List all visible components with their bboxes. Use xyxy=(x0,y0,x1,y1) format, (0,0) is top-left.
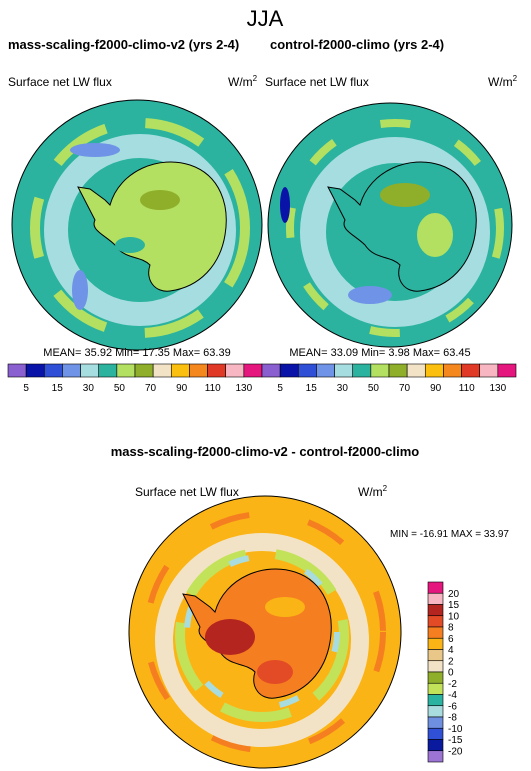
colorbar-label: 110 xyxy=(205,383,221,394)
colorbar-label: 30 xyxy=(83,383,95,394)
panel-title: mass-scaling-f2000-climo-v2 (yrs 2-4) xyxy=(8,37,239,52)
colorbar-label: 0 xyxy=(448,668,454,679)
colorbar-label: 20 xyxy=(448,589,460,600)
colorbar-box xyxy=(80,363,100,378)
colorbar-label: 50 xyxy=(114,383,126,394)
colorbars: 5 15 30 50 70 90 110 130 5 15 30 50 70 90 110 130201510… xyxy=(7,363,517,763)
stats: MEAN= 33.09 Min= 3.98 Max= 63.45 xyxy=(289,347,470,359)
colorbar-box xyxy=(424,363,444,378)
map xyxy=(129,496,401,768)
colorbar-box xyxy=(98,363,118,378)
map-outline xyxy=(11,99,263,351)
units-label: W/m2 xyxy=(228,74,258,89)
colorbar-box xyxy=(479,363,499,378)
colorbar-box xyxy=(427,637,444,650)
colorbar-box xyxy=(189,363,208,378)
colorbar-label: 70 xyxy=(399,383,411,394)
colorbar-box xyxy=(427,750,444,763)
difference-title: mass-scaling-f2000-climo-v2 - control-f2… xyxy=(111,444,420,459)
colorbar-label: -20 xyxy=(448,746,463,757)
colorbar-label: 90 xyxy=(430,383,442,394)
panel-title: control-f2000-climo (yrs 2-4) xyxy=(270,37,444,52)
colorbar-box xyxy=(427,682,444,695)
colorbar-box xyxy=(388,363,408,378)
variable-label: Surface net LW flux xyxy=(265,75,369,89)
colorbar-box xyxy=(406,363,426,378)
stats: MEAN= 35.92 Min= 17.35 Max= 63.39 xyxy=(43,347,230,359)
colorbar-label: -6 xyxy=(448,701,457,712)
colorbar-label: 50 xyxy=(368,383,380,394)
colorbar-box xyxy=(427,660,444,673)
colorbar-box xyxy=(427,604,444,617)
colorbar-label: 30 xyxy=(337,383,349,394)
colorbar-label: 10 xyxy=(448,611,460,622)
colorbar-box xyxy=(152,363,172,378)
map-outline xyxy=(128,495,402,769)
colorbar-box xyxy=(297,363,317,378)
colorbar-box xyxy=(316,363,335,378)
colorbar-label: 4 xyxy=(448,645,454,656)
colorbar-box xyxy=(170,363,190,378)
main-title: JJA xyxy=(247,6,284,31)
colorbar-box xyxy=(427,694,444,707)
colorbar-box xyxy=(427,671,444,684)
colorbar-box xyxy=(25,363,45,378)
colorbar-box xyxy=(62,363,81,378)
colorbar-box xyxy=(497,363,517,378)
variable-label: Surface net LW flux xyxy=(135,485,239,499)
colorbar-box xyxy=(43,363,63,378)
colorbar-box xyxy=(427,581,444,594)
colorbar-label: 6 xyxy=(448,634,454,645)
colorbar-box xyxy=(225,363,245,378)
colorbar-label: -8 xyxy=(448,713,457,724)
colorbar-label: 110 xyxy=(459,383,475,394)
colorbar-box xyxy=(116,363,136,378)
colorbar-box xyxy=(243,363,263,378)
map-outline xyxy=(267,102,513,348)
colorbar-label: 15 xyxy=(52,383,64,394)
map xyxy=(268,103,512,347)
colorbar-label: 5 xyxy=(23,383,29,394)
colorbar-box xyxy=(134,363,154,378)
colorbar-box xyxy=(207,363,227,378)
colorbar-label: 130 xyxy=(236,383,253,394)
colorbar-box xyxy=(427,716,444,729)
colorbar-box xyxy=(427,592,444,605)
colorbar-label: 2 xyxy=(448,656,454,667)
units-label: W/m2 xyxy=(358,484,388,499)
units-label: W/m2 xyxy=(488,74,518,89)
colorbar-box xyxy=(352,363,372,378)
colorbar-label: 70 xyxy=(145,383,157,394)
stats: MIN = -16.91 MAX = 33.97 xyxy=(390,529,509,540)
colorbar-box xyxy=(443,363,462,378)
colorbar-label: 15 xyxy=(448,600,460,611)
colorbar-label: 8 xyxy=(448,623,454,634)
colorbar-box xyxy=(461,363,481,378)
variable-label: Surface net LW flux xyxy=(8,75,112,89)
colorbar-label: -4 xyxy=(448,690,457,701)
colorbar-label: 5 xyxy=(277,383,283,394)
colorbar-box xyxy=(427,615,444,628)
colorbar-box xyxy=(261,363,281,378)
colorbar-label: -2 xyxy=(448,679,457,690)
colorbar-box xyxy=(7,363,27,378)
colorbar-box xyxy=(279,363,299,378)
colorbar-label: -15 xyxy=(448,735,463,746)
colorbar-box xyxy=(427,626,444,639)
colorbar-box xyxy=(427,727,444,740)
colorbar-label: 90 xyxy=(176,383,188,394)
map xyxy=(12,100,262,350)
colorbar-box xyxy=(427,649,444,662)
colorbar-label: 15 xyxy=(306,383,318,394)
colorbar-box xyxy=(334,363,354,378)
colorbar-label: 130 xyxy=(490,383,507,394)
colorbar-label: -10 xyxy=(448,724,463,735)
colorbar-box xyxy=(427,739,444,752)
colorbar-box xyxy=(370,363,390,378)
colorbar-box xyxy=(427,705,444,718)
